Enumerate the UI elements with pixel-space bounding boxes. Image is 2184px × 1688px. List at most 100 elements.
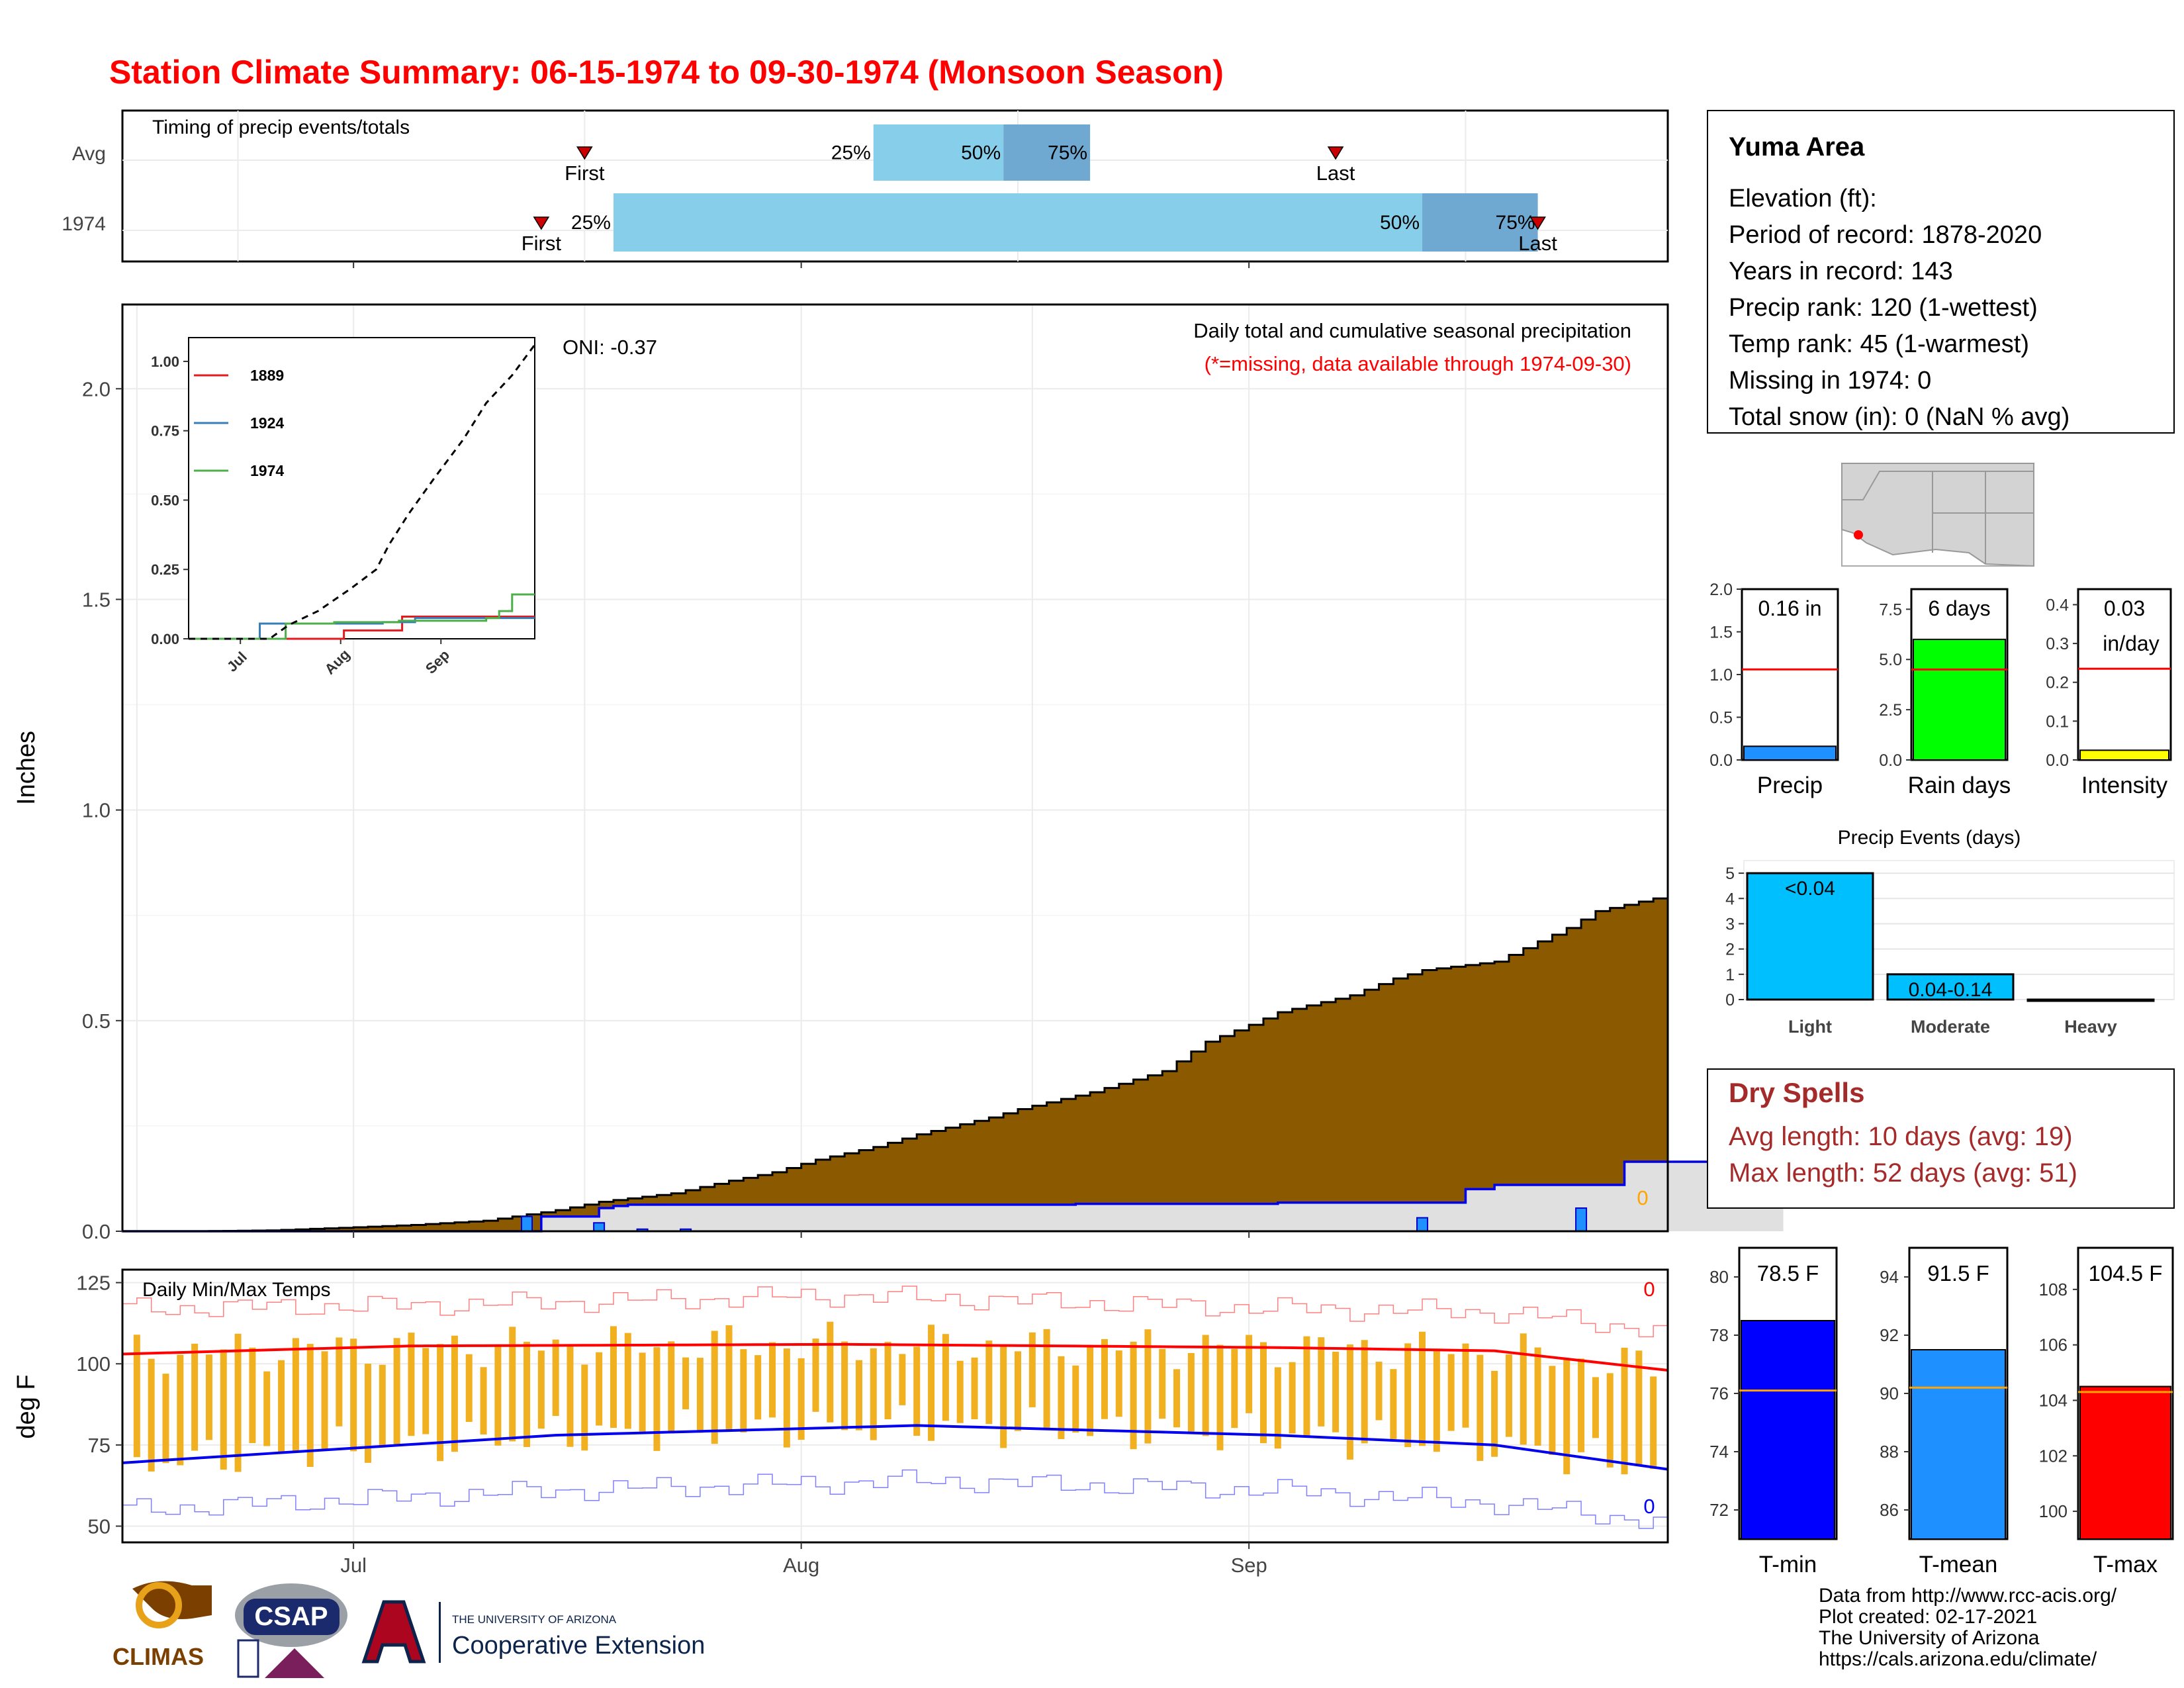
record-high-line (122, 1286, 1668, 1338)
temp-bar-value-label: 91.5 F (1927, 1261, 1989, 1286)
station-info: Yuma Area Elevation (ft): Period of recor… (1707, 110, 2175, 434)
daily-temp-range-bar (596, 1352, 603, 1426)
x-month-label: Sep (1231, 1554, 1267, 1577)
events-category-label: Heavy (2064, 1017, 2117, 1037)
timing-bar-50-75 (1003, 124, 1091, 181)
temps-y-axis: 50 75 100 125 (76, 1272, 122, 1538)
daily-temp-range-bar (1202, 1335, 1209, 1436)
mini-bar-charts: 0.16 in 0.0 0.5 1.0 1.5 2.0 Precip 6 days 0.0 2.5… (1709, 581, 2172, 798)
temp-bar-tick-label: 76 (1709, 1383, 1729, 1403)
daily-temp-range-bar (1404, 1343, 1412, 1448)
temp-bar-tick-label: 78 (1709, 1325, 1729, 1345)
credit-line-3: The University of Arizona (1819, 1627, 2040, 1649)
mini-bar-intensity (2079, 749, 2169, 761)
daily-temp-range-bar (1072, 1365, 1079, 1433)
inset-legend-label: 1889 (250, 367, 284, 384)
station-location-dot (1854, 530, 1863, 539)
dry-spells-title: Dry Spells (1729, 1077, 1864, 1108)
events-bar-moderate (1886, 973, 2015, 1001)
credit-line-2: Plot created: 02-17-2021 (1819, 1606, 2037, 1628)
daily-temp-range-bar (711, 1331, 718, 1444)
events-bar-heavy (2026, 998, 2155, 1002)
daily-temp-range-bar (870, 1348, 877, 1440)
observed-cumulative-line (122, 1160, 1784, 1233)
daily-temp-range-bar (1361, 1340, 1368, 1444)
main-y-axis: 0.0 0.5 1.0 1.5 2.0 (82, 377, 122, 1243)
record-low-line (122, 1469, 1668, 1529)
daily-temp-range-bar (725, 1325, 733, 1432)
timing-panel: 25% 50% 75% First Last 25% 50% 75% First Last Tim… (62, 109, 1669, 263)
daily-temp-range-bar (797, 1358, 805, 1440)
daily-temp-range-bar (812, 1338, 819, 1412)
mini-bar-tick-label: 7.5 (1879, 600, 1902, 619)
daily-temp-range-bar (769, 1342, 776, 1418)
csap-mountain (265, 1648, 324, 1678)
mini-bar-name: Precip (1757, 773, 1823, 798)
temp-bar-tick-label: 88 (1880, 1442, 1899, 1462)
timing-label-75: 75% (1496, 212, 1535, 234)
daily-temp-range-bar (1563, 1358, 1570, 1475)
daily-temp-range-bar (1303, 1336, 1310, 1436)
tmax-missing: 0 (1643, 1278, 1655, 1301)
timing-first-marker-label: First (522, 232, 562, 255)
main-y-label: Inches (13, 731, 40, 805)
daily-temp-range-bar (841, 1341, 848, 1430)
climas-wordmark: CLIMAS (113, 1643, 204, 1670)
mini-bar-tick-label: 0.4 (2046, 596, 2069, 614)
daily-temp-range-bar (364, 1364, 371, 1463)
info-frame (1707, 110, 2175, 434)
timing-bar-25-50 (613, 193, 1423, 252)
daily-temp-range-bar (162, 1374, 169, 1464)
daily-temp-range-bar (1549, 1366, 1556, 1455)
timing-row-avg: Avg (72, 143, 106, 165)
avg-cumulative-area (122, 894, 1668, 1231)
main-zero-label: 0 (1637, 1186, 1648, 1209)
daily-temp-range-bar (1187, 1352, 1195, 1432)
main-ytick-label: 0.5 (82, 1009, 111, 1033)
temps-ytick-label: 50 (88, 1515, 111, 1538)
mini-bar-tick-label: 5.0 (1879, 651, 1902, 669)
tmin-missing: 0 (1643, 1495, 1655, 1518)
temp-bar-tick-label: 106 (2039, 1335, 2068, 1355)
timing-last-marker-label: Last (1316, 162, 1355, 185)
daily-temp-range-bar (177, 1354, 184, 1466)
info-line: Elevation (ft): (1729, 185, 1877, 212)
daily-temp-range-bar (956, 1360, 964, 1423)
logos: CLIMAS CSAP THE UNIVERSITY OF ARIZONA Co… (113, 1581, 705, 1678)
inset-series-avg (189, 344, 536, 640)
daily-temp-range-bar (408, 1333, 415, 1436)
daily-temp-range-bar (682, 1357, 690, 1410)
timing-bar-50-75 (1422, 193, 1538, 252)
climas-emblem (132, 1581, 212, 1619)
daily-temp-range-bar (1216, 1344, 1224, 1450)
events-bar-label: <0.04 (1785, 878, 1835, 900)
temps-label: Daily Min/Max Temps (142, 1279, 331, 1301)
mini-bar-name: Intensity (2081, 773, 2168, 798)
mini-bar-tick-label: 0.2 (2046, 674, 2069, 692)
inset-legend-label: 1974 (250, 462, 284, 479)
avg-tmax-line (122, 1342, 1668, 1372)
daily-temp-range-bar (1346, 1344, 1353, 1460)
locator-map (1841, 463, 2034, 567)
mini-bar-frame-intensity (2077, 588, 2172, 761)
daily-temp-range-bar (191, 1343, 199, 1451)
events-category-label: Light (1788, 1017, 1832, 1037)
daily-temp-range-bar (754, 1355, 762, 1420)
daily-temp-range-bar (985, 1340, 993, 1425)
timing-last-marker (1529, 216, 1546, 230)
temps-ytick-label: 75 (88, 1434, 111, 1457)
daily-temp-range-bar (1159, 1348, 1166, 1419)
main-ytick-label: 1.5 (82, 588, 111, 611)
mini-bar-value-label: 0.03 (2104, 596, 2145, 620)
mini-bar-precip (1743, 745, 1837, 761)
daily-temp-range-bar (1231, 1348, 1238, 1429)
climas-logo: CLIMAS (113, 1581, 212, 1670)
temps-ytick-label: 125 (76, 1272, 111, 1295)
dry-spells-avg: Avg length: 10 days (avg: 19) (1729, 1122, 2073, 1151)
daily-temp-range-bar (942, 1334, 949, 1421)
info-line: Years in record: 143 (1729, 258, 1953, 285)
daily-temp-range-bar (567, 1346, 574, 1447)
daily-temp-range-bar (1447, 1354, 1455, 1431)
temps-y-label: deg F (13, 1374, 40, 1438)
